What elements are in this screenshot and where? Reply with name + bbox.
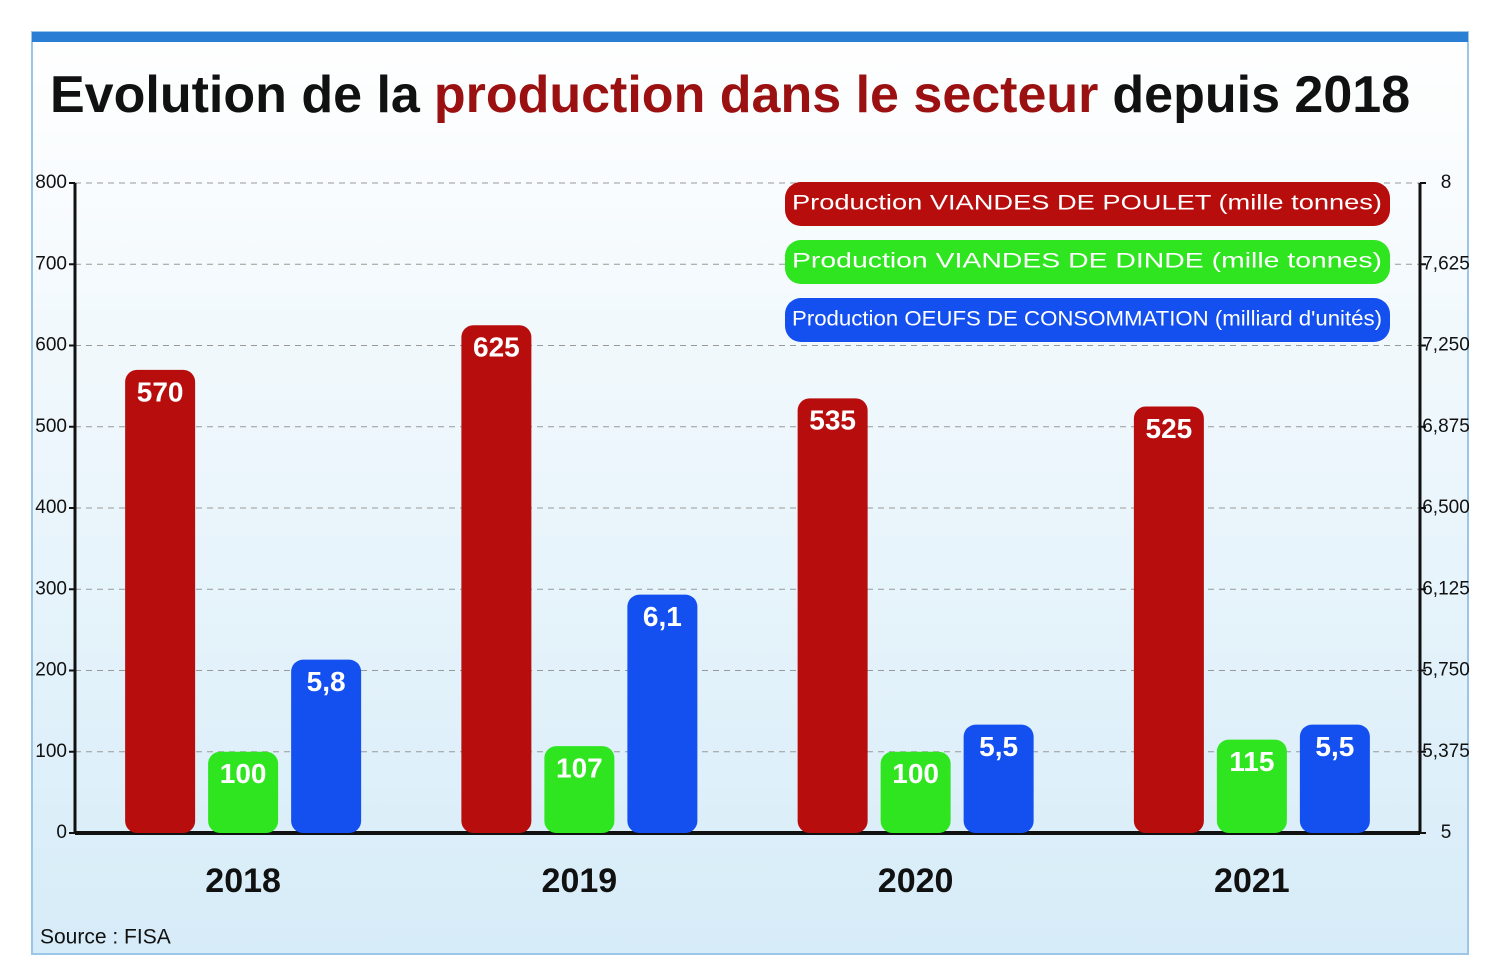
x-tick-label: 2020 — [878, 862, 954, 900]
data-label: 5,8 — [307, 666, 346, 697]
legend-swatch — [785, 240, 1390, 284]
y-tick-label: 0 — [56, 822, 67, 843]
bar — [291, 659, 362, 833]
legend-label: Production VIANDES DE DINDE (mille tonne… — [792, 250, 1382, 273]
y-tick-label: 400 — [35, 497, 67, 518]
x-tick-label: 2018 — [205, 862, 281, 900]
data-label: 100 — [220, 758, 267, 789]
y2-tick-label: 5 — [1441, 822, 1452, 843]
legend-swatch — [785, 298, 1390, 342]
bar — [1216, 739, 1287, 833]
bar — [208, 751, 279, 833]
bar — [125, 369, 196, 833]
x-tick-label: 2019 — [542, 862, 618, 900]
y2-tick-label: 7,625 — [1422, 253, 1470, 274]
y2-tick-label: 6,125 — [1422, 578, 1470, 599]
bar — [963, 724, 1034, 833]
y2-tick-label: 8 — [1441, 172, 1452, 193]
data-label: 625 — [473, 332, 520, 363]
title-part: production dans le secteur — [434, 66, 1099, 124]
y-tick-label: 500 — [35, 416, 67, 437]
y-tick-label: 600 — [35, 335, 67, 356]
data-label: 525 — [1146, 413, 1193, 444]
legend-label: Production VIANDES DE POULET (mille tonn… — [792, 192, 1382, 215]
bar — [1133, 406, 1204, 833]
y2-tick-label: 5,375 — [1422, 741, 1470, 762]
chart-title: Evolution de la production dans le secteu… — [50, 66, 1410, 124]
bar — [461, 325, 532, 833]
bar — [544, 746, 615, 833]
source: Source : FISA — [40, 926, 171, 949]
data-label: 5,5 — [979, 731, 1018, 762]
data-label: 100 — [892, 758, 939, 789]
bar — [880, 751, 951, 833]
y-tick-label: 300 — [35, 578, 67, 599]
y-tick-label: 700 — [35, 253, 67, 274]
y2-tick-label: 6,500 — [1422, 497, 1470, 518]
data-label: 107 — [556, 752, 603, 783]
y2-tick-label: 7,250 — [1422, 335, 1470, 356]
x-tick-label: 2021 — [1214, 862, 1290, 900]
title-part: depuis 2018 — [1112, 66, 1410, 124]
y-tick-label: 200 — [35, 660, 67, 681]
data-label: 115 — [1229, 746, 1274, 777]
data-label: 6,1 — [643, 601, 682, 632]
y-tick-label: 800 — [35, 172, 67, 193]
title-part: Evolution de la — [50, 66, 421, 124]
bar — [1299, 724, 1370, 833]
bar — [797, 398, 868, 833]
data-label: 535 — [809, 405, 856, 436]
y2-tick-label: 6,875 — [1422, 416, 1470, 437]
y2-tick-label: 5,750 — [1422, 660, 1470, 681]
legend-label: Production OEUFS DE CONSOMMATION (millia… — [792, 308, 1382, 331]
y-tick-label: 100 — [35, 741, 67, 762]
data-label: 5,5 — [1315, 731, 1354, 762]
data-label: 570 — [137, 376, 184, 407]
bar — [627, 594, 698, 833]
legend-swatch — [785, 182, 1390, 226]
top-band — [32, 32, 1468, 42]
